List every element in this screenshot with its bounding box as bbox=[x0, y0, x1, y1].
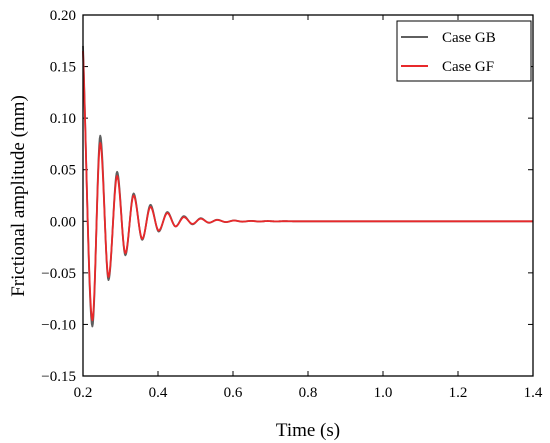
series-line-case-gf bbox=[82, 51, 533, 322]
x-tick-label: 0.8 bbox=[299, 385, 318, 401]
y-tick-label: 0.20 bbox=[50, 8, 76, 24]
y-tick-label: 0.00 bbox=[50, 214, 76, 230]
x-tick-label: 1.2 bbox=[449, 385, 468, 401]
x-axis-title: Time (s) bbox=[276, 420, 340, 441]
legend-box bbox=[396, 20, 532, 82]
series-layer bbox=[82, 45, 533, 328]
x-tick-label: 0.4 bbox=[149, 385, 168, 401]
y-tick-label: 0.05 bbox=[50, 163, 76, 179]
x-tick-label: 1.0 bbox=[374, 385, 393, 401]
plot-frame bbox=[82, 14, 534, 377]
x-tick-label: 0.2 bbox=[74, 385, 93, 401]
y-axis-title: Frictional amplitude (mm) bbox=[8, 95, 29, 297]
y-axis-ticks: −0.15 −0.10 −0.05 0.00 0.05 0.10 0.15 0.20 bbox=[41, 8, 533, 385]
y-tick-label: 0.15 bbox=[50, 60, 76, 76]
y-tick-label: −0.15 bbox=[41, 369, 76, 385]
y-tick-label: −0.05 bbox=[41, 266, 76, 282]
legend-label-case-gb: Case GB bbox=[442, 30, 496, 46]
x-axis-ticks: 0.2 0.4 0.6 0.8 1.0 1.2 1.4 bbox=[74, 15, 543, 401]
y-tick-label: 0.10 bbox=[50, 111, 76, 127]
series-line-case-gb bbox=[82, 45, 533, 328]
y-tick-label: −0.10 bbox=[41, 317, 76, 333]
legend: Case GB Case GF bbox=[396, 20, 532, 82]
x-tick-label: 0.6 bbox=[224, 385, 243, 401]
legend-label-case-gf: Case GF bbox=[442, 59, 494, 75]
x-tick-label: 1.4 bbox=[524, 385, 543, 401]
